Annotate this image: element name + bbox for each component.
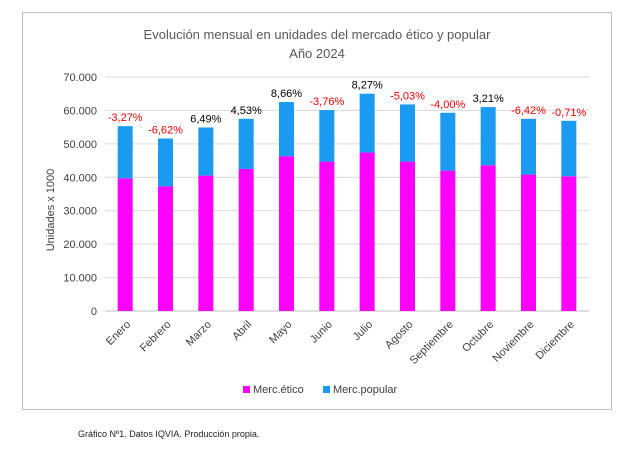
y-tick-label: 40.000: [63, 172, 97, 184]
y-tick-label: 70.000: [63, 72, 97, 84]
legend-swatch-popular: [323, 386, 330, 393]
y-tick-label: 60.000: [63, 105, 97, 117]
x-tick-label: Noviembre: [491, 319, 537, 365]
bar-etico: [117, 178, 133, 311]
bar-popular: [319, 110, 335, 162]
bar-etico: [238, 168, 254, 311]
y-tick-label: 30.000: [63, 206, 97, 218]
bar-annotation: -5,03%: [390, 90, 425, 102]
bar-annotation: 8,27%: [352, 80, 383, 92]
y-tick-label: 0: [91, 306, 97, 318]
bar-popular: [561, 120, 577, 177]
bar-popular: [359, 93, 375, 153]
bar-etico: [279, 156, 294, 311]
chart-svg: Evolución mensual en unidades del mercad…: [45, 27, 589, 396]
bar-annotation: -4,00%: [430, 99, 465, 111]
bar-popular: [198, 127, 214, 176]
bar-popular: [117, 126, 133, 179]
x-tick-label: Junio: [308, 319, 335, 346]
x-tick-label: Marzo: [184, 319, 214, 349]
legend-label-etico: Merc.ético: [253, 384, 304, 396]
x-tick-label: Abril: [230, 319, 254, 343]
legend-label-popular: Merc.popular: [333, 384, 398, 396]
bar-etico: [440, 170, 456, 311]
bar-annotation: 3,21%: [473, 93, 504, 105]
x-tick-label: Septiembre: [408, 319, 456, 367]
gridlines: [105, 76, 589, 312]
bar-annotation: -0,71%: [551, 107, 586, 119]
x-tick-label: Octubre: [460, 319, 496, 355]
x-tick-label: Mayo: [267, 319, 295, 347]
bar-popular: [279, 102, 294, 157]
bar-etico: [400, 161, 415, 311]
bar-etico: [561, 176, 577, 311]
x-tick-label: Diciembre: [533, 319, 576, 362]
bar-etico: [359, 152, 375, 311]
bar-etico: [198, 175, 214, 311]
bar-popular: [158, 138, 173, 187]
legend-swatch-etico: [243, 386, 250, 393]
y-tick-labels: 0 10.000 20.000 30.000 40.000 50.000 60.000 70.…: [63, 72, 97, 318]
chart-subtitle: Año 2024: [289, 46, 345, 61]
x-tick-labels: Enero Febrero Marzo Abril Mayo Junio Julio Agos…: [104, 319, 577, 367]
bar-etico: [480, 165, 496, 311]
chart-title: Evolución mensual en unidades del mercad…: [144, 27, 492, 42]
bar-annotation: 8,66%: [271, 88, 302, 100]
bar-annotation: -3,76%: [309, 96, 344, 108]
bar-annotation: -6,42%: [511, 105, 546, 117]
bar-popular: [440, 112, 456, 171]
bar-popular: [400, 104, 415, 162]
x-tick-label: Agosto: [383, 319, 416, 352]
bar-popular: [480, 107, 496, 166]
y-tick-label: 10.000: [63, 273, 97, 285]
bar-popular: [521, 118, 536, 175]
x-tick-label: Febrero: [138, 319, 174, 355]
x-tick-label: Enero: [104, 319, 133, 348]
y-tick-label: 20.000: [63, 239, 97, 251]
x-tick-label: Julio: [351, 319, 375, 343]
bar-annotation: -6,62%: [148, 125, 183, 137]
bars: [117, 93, 577, 311]
bar-annotations: -3,27% -6,62% 6,49% 4,53% 8,66% -3,76% 8,27% -5…: [108, 80, 587, 137]
bar-annotation: -3,27%: [108, 112, 143, 124]
chart-frame: Evolución mensual en unidades del mercad…: [22, 12, 612, 410]
bar-etico: [158, 186, 173, 311]
bar-etico: [319, 161, 335, 311]
figure-caption: Gráfico Nº1. Datos IQVIA. Producción pro…: [78, 429, 260, 439]
y-tick-label: 50.000: [63, 139, 97, 151]
bar-etico: [521, 174, 536, 311]
legend: Merc.ético Merc.popular: [243, 384, 398, 396]
y-axis-label: Unidades x 1000: [45, 169, 57, 252]
bar-annotation: 6,49%: [190, 113, 221, 125]
bar-annotation: 4,53%: [231, 105, 262, 117]
bar-popular: [238, 118, 254, 169]
